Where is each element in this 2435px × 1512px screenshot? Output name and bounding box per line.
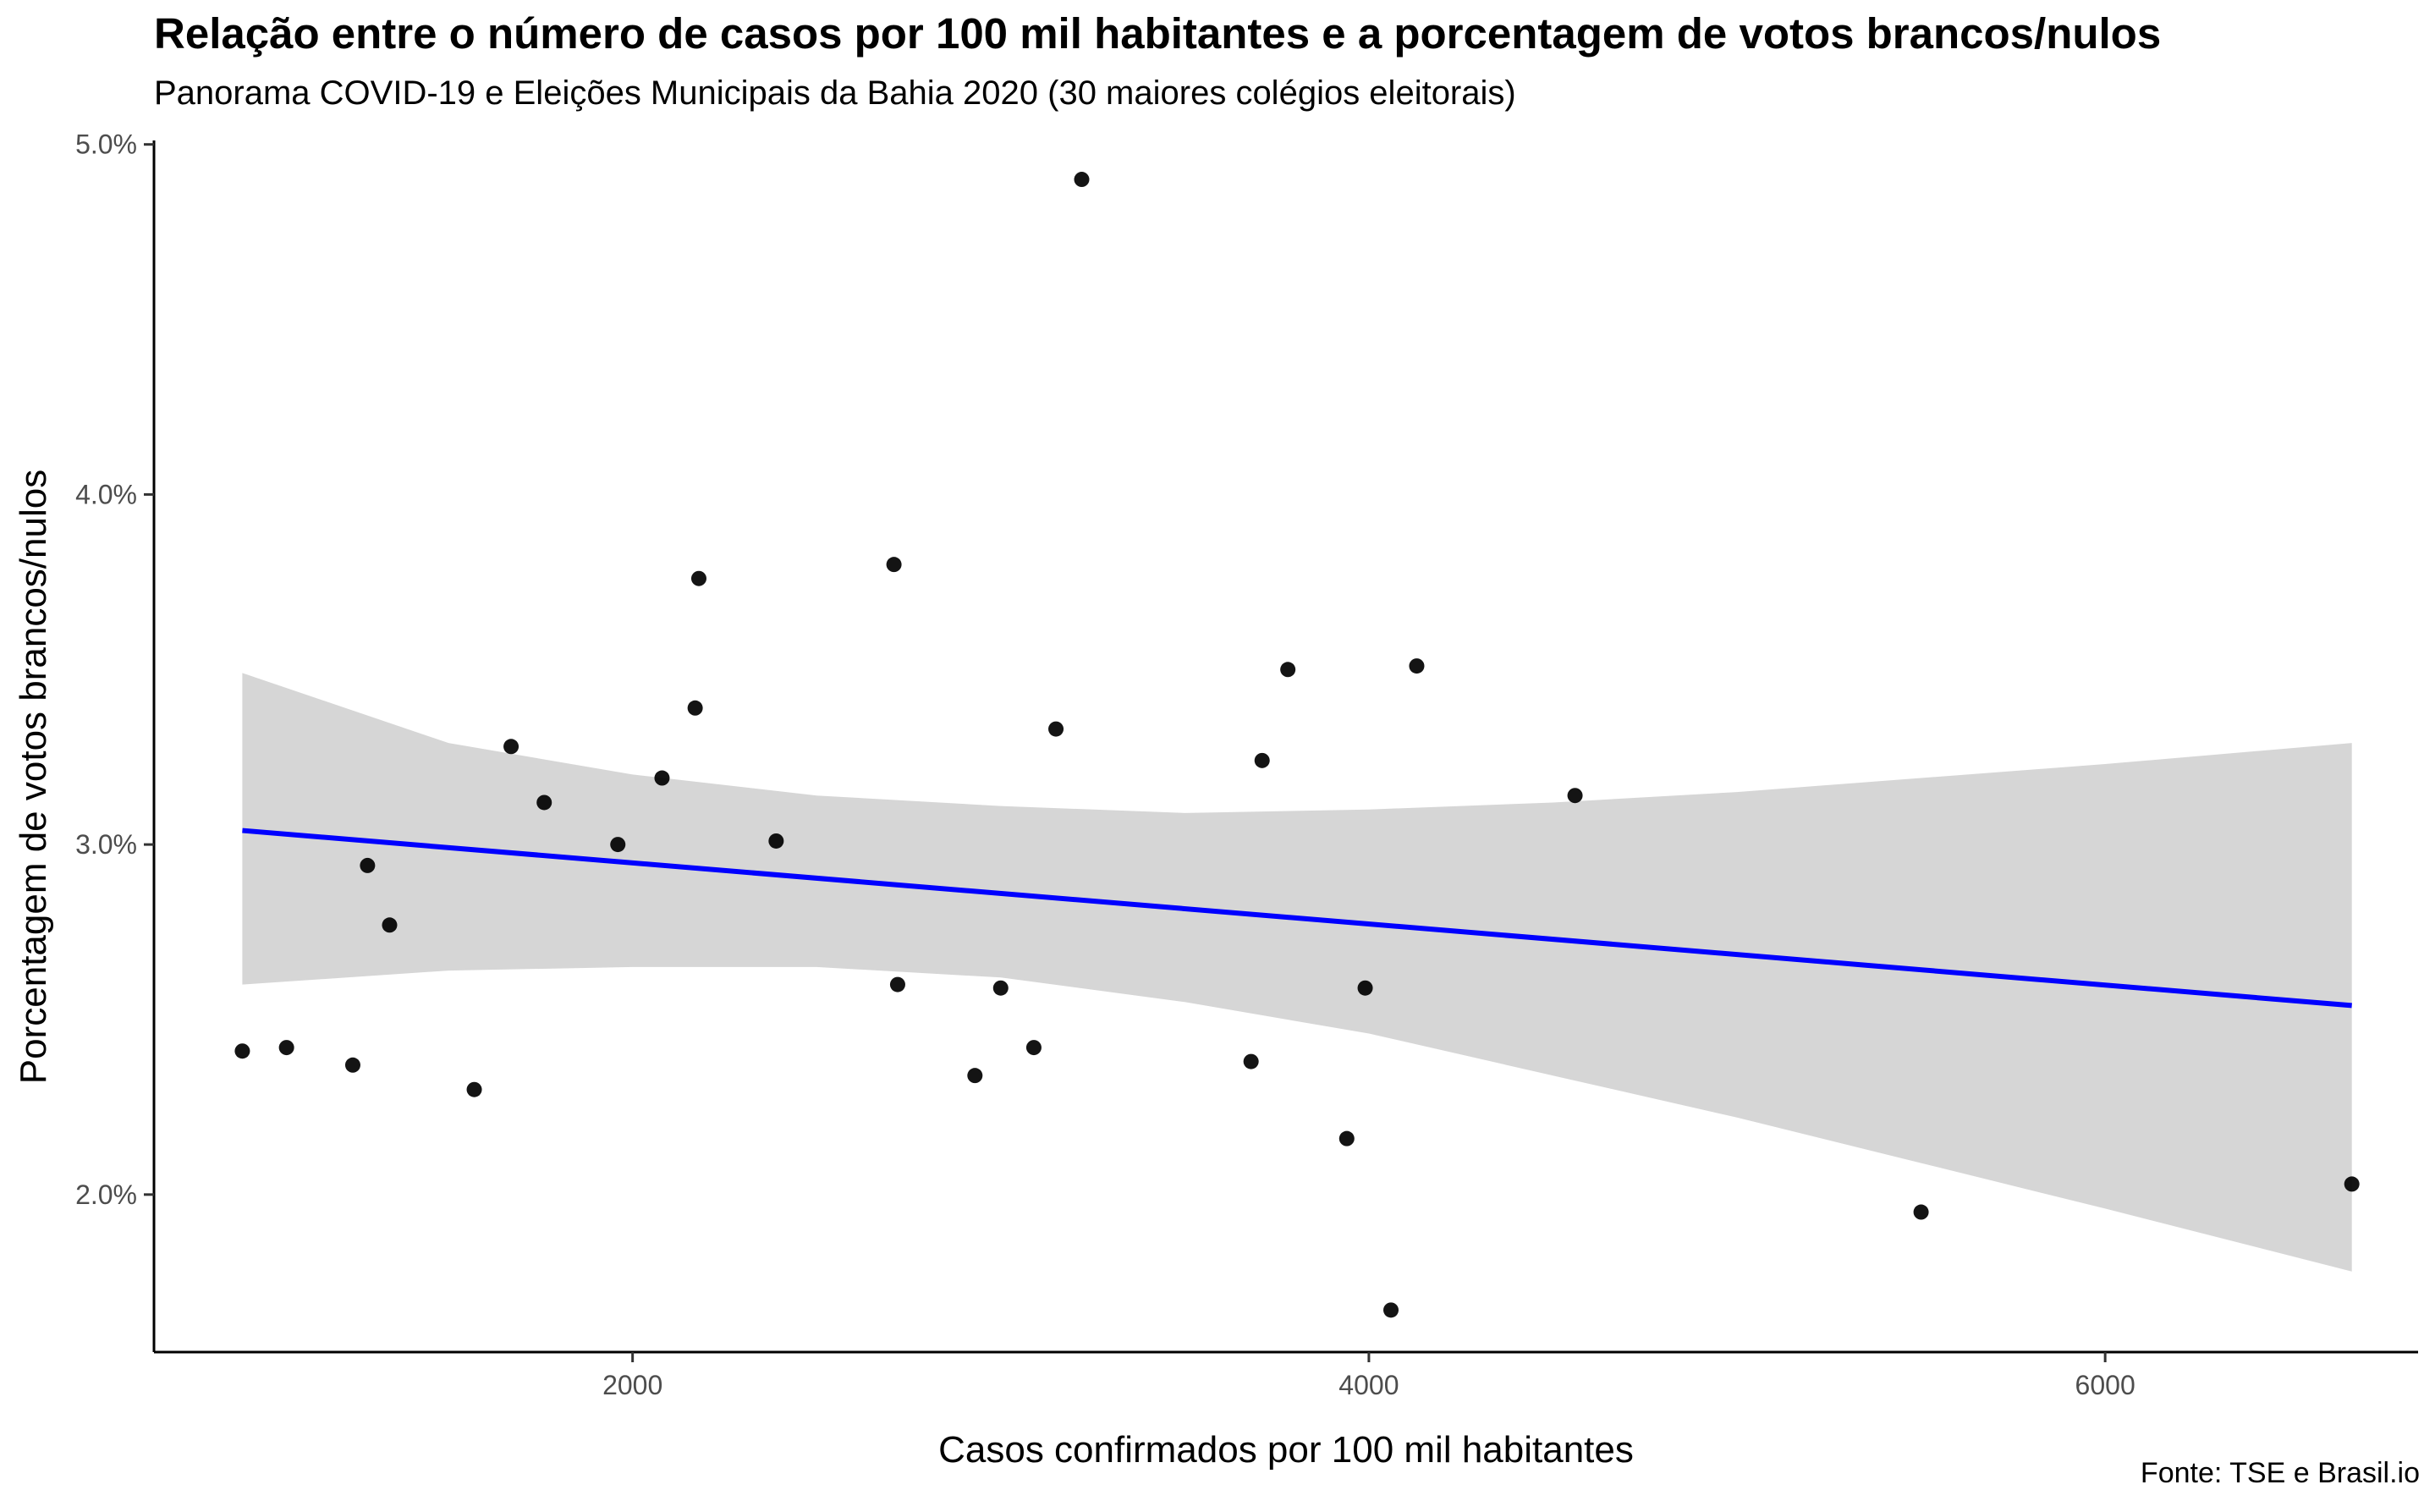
data-point	[967, 1068, 983, 1084]
data-point	[886, 557, 902, 573]
y-axis-title: Porcentagem de votos brancos/nulos	[13, 470, 54, 1084]
data-point	[1254, 752, 1270, 768]
data-point	[690, 570, 706, 586]
data-point	[992, 980, 1009, 996]
chart-title: Relação entre o número de casos por 100 …	[154, 9, 2162, 58]
data-point	[1048, 721, 1064, 737]
confidence-band	[242, 673, 2352, 1272]
data-point	[466, 1081, 482, 1097]
trend-line-layer	[242, 827, 2352, 1009]
data-point	[382, 917, 398, 933]
confidence-band-layer	[242, 673, 2352, 1272]
y-tick-label: 2.0%	[75, 1179, 137, 1210]
data-point	[536, 794, 552, 811]
data-point	[654, 770, 670, 786]
data-point	[503, 739, 519, 755]
data-point	[1243, 1053, 1259, 1069]
x-axis-title: Casos confirmados por 100 mil habitantes	[938, 1429, 1634, 1471]
data-point	[610, 837, 626, 853]
trend-line	[242, 827, 2352, 1009]
data-point	[344, 1057, 360, 1073]
data-point	[278, 1040, 294, 1056]
x-tick-label: 2000	[602, 1370, 662, 1400]
data-point	[2344, 1176, 2360, 1192]
axes-layer: 2.0% 3.0% 4.0% 5.0% 2000 4000 6000	[75, 129, 2418, 1400]
y-tick-label: 3.0%	[75, 829, 137, 860]
data-point	[1357, 980, 1373, 996]
data-point	[768, 833, 784, 849]
chart-caption: Fonte: TSE e Brasil.io	[2140, 1457, 2420, 1489]
data-point	[1913, 1204, 1929, 1220]
x-tick-label: 4000	[1338, 1370, 1399, 1400]
data-point	[1409, 658, 1425, 674]
data-point	[234, 1043, 250, 1059]
data-point	[1280, 662, 1296, 678]
y-tick-label: 5.0%	[75, 129, 137, 160]
points-layer	[234, 172, 2360, 1318]
x-tick-label: 6000	[2075, 1370, 2135, 1400]
data-point	[889, 976, 905, 992]
data-point	[1074, 172, 1090, 188]
data-point	[1383, 1302, 1399, 1318]
data-point	[1025, 1040, 1042, 1056]
data-point	[360, 857, 376, 873]
y-tick-label: 4.0%	[75, 479, 137, 509]
data-point	[1567, 788, 1583, 804]
data-point	[1338, 1130, 1355, 1146]
data-point	[687, 700, 703, 716]
chart-subtitle: Panorama COVID-19 e Eleições Municipais …	[154, 74, 1516, 112]
